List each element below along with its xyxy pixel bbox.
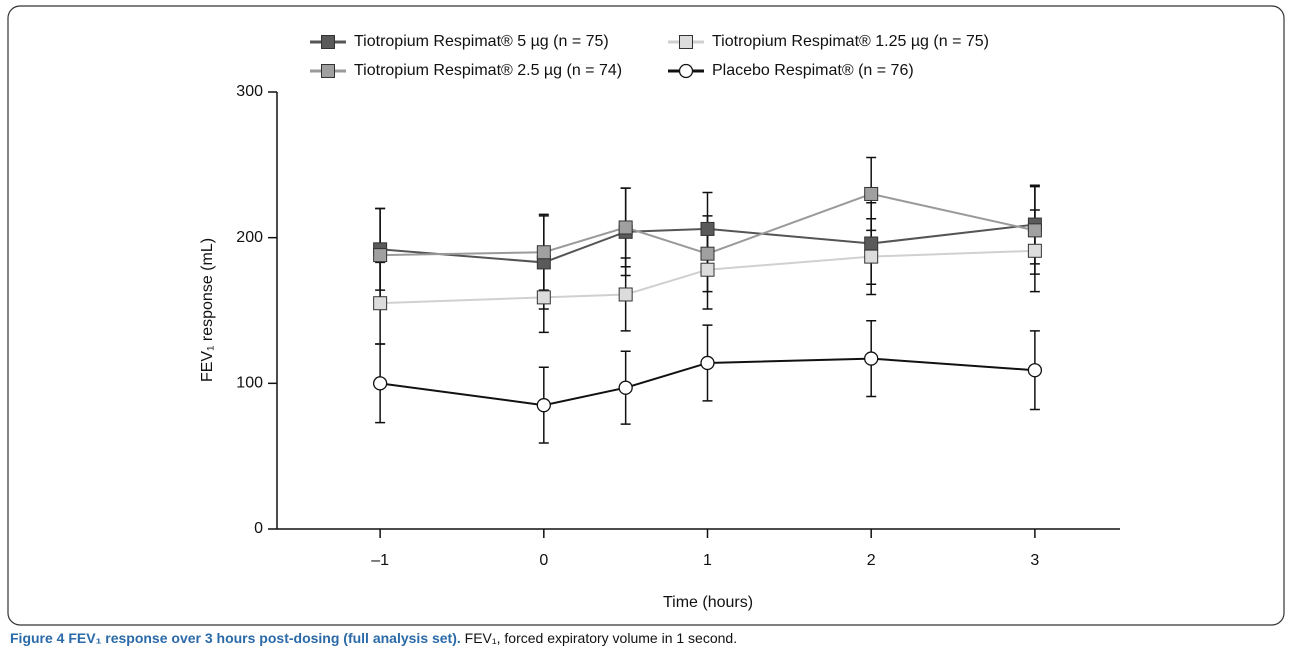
x-tick-label: 2 — [867, 552, 876, 569]
legend-marker — [321, 64, 335, 78]
y-tick-label: 100 — [236, 375, 263, 392]
legend-label: Tiotropium Respimat® 1.25 µg (n = 75) — [712, 33, 989, 50]
marker — [864, 249, 879, 264]
y-tick-label: 0 — [254, 520, 263, 537]
marker — [373, 296, 388, 311]
legend-label: Tiotropium Respimat® 2.5 µg (n = 74) — [354, 62, 622, 79]
legend-marker — [679, 35, 693, 49]
marker — [1027, 243, 1042, 258]
y-tick-label: 200 — [236, 229, 263, 246]
x-tick-label: –1 — [371, 552, 389, 569]
series-line — [380, 223, 1035, 264]
marker — [536, 290, 551, 305]
x-tick-label: 0 — [539, 552, 548, 569]
marker — [373, 248, 388, 263]
marker — [1027, 223, 1042, 238]
legend-marker — [678, 63, 694, 79]
marker — [700, 262, 715, 277]
caption-label: Figure 4 FEV₁ response over 3 hours post… — [10, 630, 461, 646]
x-tick-label: 1 — [703, 552, 712, 569]
marker — [536, 398, 551, 413]
marker — [864, 351, 879, 366]
marker — [864, 236, 879, 251]
legend-marker — [321, 35, 335, 49]
marker — [700, 221, 715, 236]
frame — [7, 5, 1285, 626]
marker — [618, 220, 633, 235]
series-line — [379, 357, 1035, 407]
marker — [536, 245, 551, 260]
y-axis-title: FEV₁ response (mL) — [199, 238, 216, 382]
marker — [700, 246, 715, 261]
legend-label: Placebo Respimat® (n = 76) — [712, 62, 914, 79]
marker — [1027, 363, 1043, 378]
marker — [864, 186, 879, 201]
x-tick-label: 3 — [1030, 552, 1039, 569]
legend-label: Tiotropium Respimat® 5 µg (n = 75) — [354, 33, 609, 50]
y-tick-label: 300 — [236, 83, 263, 100]
marker — [700, 355, 715, 371]
series-line — [380, 249, 1035, 305]
x-axis-title: Time (hours) — [663, 594, 753, 611]
marker — [618, 287, 633, 302]
marker — [372, 376, 388, 391]
caption: Figure 4 FEV₁ response over 3 hours post… — [10, 630, 737, 646]
marker — [618, 380, 633, 395]
series-line — [380, 192, 1036, 257]
caption-text: FEV₁, forced expiratory volume in 1 seco… — [464, 630, 738, 646]
